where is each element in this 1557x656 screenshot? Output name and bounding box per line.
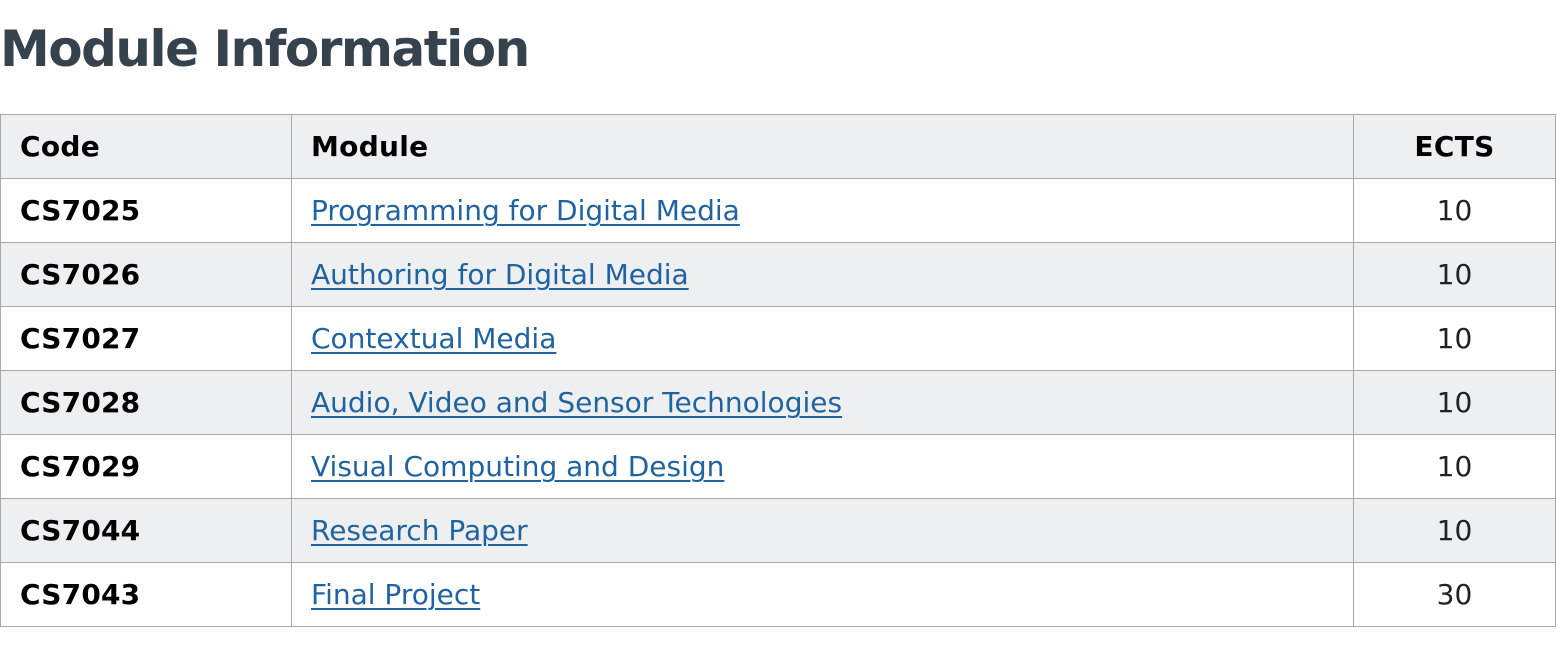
module-cell: Authoring for Digital Media xyxy=(291,242,1354,307)
module-link[interactable]: Audio, Video and Sensor Technologies xyxy=(311,386,843,419)
module-code: CS7044 xyxy=(0,498,292,563)
page-title: Module Information xyxy=(0,20,530,78)
table-body: CS7025 Programming for Digital Media 10 … xyxy=(0,178,1556,627)
module-cell: Audio, Video and Sensor Technologies xyxy=(291,370,1354,435)
module-ects: 10 xyxy=(1353,498,1556,563)
table-header: Code Module ECTS xyxy=(0,114,1556,179)
table-row: CS7028 Audio, Video and Sensor Technolog… xyxy=(0,370,1556,435)
module-link[interactable]: Programming for Digital Media xyxy=(311,194,740,227)
column-header-module: Module xyxy=(291,114,1354,179)
table-row: CS7043 Final Project 30 xyxy=(0,562,1556,627)
module-link[interactable]: Authoring for Digital Media xyxy=(311,258,689,291)
module-link[interactable]: Contextual Media xyxy=(311,322,557,355)
module-code: CS7028 xyxy=(0,370,292,435)
module-table: Code Module ECTS CS7025 Programming for … xyxy=(0,114,1556,627)
column-header-ects: ECTS xyxy=(1353,114,1556,179)
module-cell: Programming for Digital Media xyxy=(291,178,1354,243)
table-row: CS7025 Programming for Digital Media 10 xyxy=(0,178,1556,243)
module-cell: Visual Computing and Design xyxy=(291,434,1354,499)
module-code: CS7029 xyxy=(0,434,292,499)
table-row: CS7026 Authoring for Digital Media 10 xyxy=(0,242,1556,307)
module-ects: 10 xyxy=(1353,242,1556,307)
table-row: CS7027 Contextual Media 10 xyxy=(0,306,1556,371)
module-ects: 30 xyxy=(1353,562,1556,627)
module-ects: 10 xyxy=(1353,434,1556,499)
module-code: CS7043 xyxy=(0,562,292,627)
module-link[interactable]: Research Paper xyxy=(311,514,528,547)
table-header-row: Code Module ECTS xyxy=(0,114,1556,179)
table-row: CS7044 Research Paper 10 xyxy=(0,498,1556,563)
module-cell: Research Paper xyxy=(291,498,1354,563)
module-code: CS7026 xyxy=(0,242,292,307)
module-link[interactable]: Final Project xyxy=(311,578,481,611)
module-code: CS7027 xyxy=(0,306,292,371)
module-ects: 10 xyxy=(1353,178,1556,243)
module-cell: Contextual Media xyxy=(291,306,1354,371)
module-code: CS7025 xyxy=(0,178,292,243)
module-cell: Final Project xyxy=(291,562,1354,627)
column-header-code: Code xyxy=(0,114,292,179)
table-row: CS7029 Visual Computing and Design 10 xyxy=(0,434,1556,499)
module-ects: 10 xyxy=(1353,306,1556,371)
module-ects: 10 xyxy=(1353,370,1556,435)
module-link[interactable]: Visual Computing and Design xyxy=(311,450,725,483)
